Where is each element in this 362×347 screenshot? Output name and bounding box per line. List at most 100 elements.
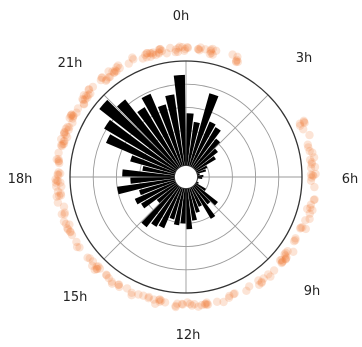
- outer-point: [206, 46, 215, 56]
- outer-point: [51, 175, 60, 184]
- outer-point: [142, 49, 151, 58]
- bar-bin-29: [141, 185, 179, 228]
- outer-point: [173, 299, 182, 308]
- outer-point: [58, 140, 67, 149]
- outer-point: [281, 251, 290, 260]
- outer-point: [64, 125, 73, 135]
- outer-point: [65, 220, 74, 229]
- outer-point: [205, 49, 215, 59]
- outer-point: [304, 143, 313, 152]
- outer-point: [278, 257, 287, 266]
- outer-point: [149, 295, 158, 304]
- bar-bin-16: [195, 182, 206, 191]
- outer-point: [83, 253, 92, 262]
- bar-bin-41: [99, 99, 178, 170]
- outer-point: [300, 118, 309, 128]
- grid-spoke-9h: [193, 184, 269, 260]
- outer-point: [154, 45, 164, 54]
- outer-point: [303, 140, 312, 149]
- outer-point: [65, 123, 74, 132]
- outer-point: [203, 300, 213, 309]
- outer-point: [295, 121, 305, 130]
- bar-bin-38: [130, 155, 176, 174]
- outer-point: [255, 280, 264, 289]
- outer-point: [92, 264, 102, 274]
- outer-point: [105, 72, 115, 82]
- outer-point: [127, 291, 136, 300]
- outer-point: [57, 210, 66, 219]
- outer-point: [281, 255, 290, 264]
- outer-point: [56, 189, 65, 198]
- outer-point: [155, 295, 164, 305]
- outer-point: [54, 157, 63, 166]
- label-21h: 21h: [58, 56, 83, 71]
- bar-bin-31: [141, 182, 177, 209]
- outer-point: [69, 112, 78, 121]
- outer-point: [107, 279, 117, 288]
- outer-point: [194, 302, 203, 311]
- outer-point: [104, 274, 114, 283]
- bar-bin-11: [197, 174, 204, 177]
- outer-point: [309, 195, 319, 205]
- outer-point: [66, 227, 75, 236]
- outer-point: [84, 90, 93, 100]
- label-3h: 3h: [296, 51, 313, 66]
- outer-point: [78, 94, 87, 104]
- bar-bin-18: [193, 185, 211, 205]
- bar-bin-44: [141, 93, 182, 167]
- outer-point: [51, 178, 61, 187]
- label-12h: 12h: [176, 328, 201, 343]
- outer-point: [231, 57, 241, 67]
- outer-point: [95, 264, 105, 273]
- bar-bin-22: [187, 188, 197, 221]
- bar-bin-35: [130, 177, 175, 184]
- bar-bin-1: [187, 121, 200, 166]
- bar-bin-26: [169, 187, 183, 220]
- outer-point: [310, 162, 320, 172]
- outer-point: [65, 113, 74, 123]
- outer-point: [254, 276, 263, 285]
- outer-point: [178, 43, 187, 52]
- outer-point: [113, 61, 123, 70]
- outer-point: [96, 75, 106, 85]
- outer-point: [60, 208, 69, 217]
- bar-bin-23: [186, 188, 193, 230]
- outer-point: [308, 171, 317, 180]
- outer-point: [84, 85, 94, 94]
- label-0h: 0h: [173, 9, 190, 24]
- outer-point: [57, 141, 67, 151]
- bar-bin-28: [151, 186, 181, 227]
- outer-point: [301, 224, 310, 234]
- outer-point: [59, 202, 69, 211]
- bar-bin-8: [196, 165, 208, 173]
- outer-point: [289, 237, 299, 246]
- outer-point: [59, 129, 69, 139]
- bar-bin-43: [137, 107, 181, 168]
- bar-bin-4: [191, 127, 221, 168]
- bar-bin-0: [186, 113, 194, 166]
- outer-point: [183, 43, 192, 52]
- outer-point: [110, 68, 119, 77]
- bar-bin-36: [122, 169, 175, 177]
- outer-point: [52, 176, 61, 185]
- bar-bin-5: [193, 138, 221, 169]
- outer-point: [264, 270, 273, 279]
- outer-point: [259, 274, 268, 283]
- outer-point: [101, 76, 111, 86]
- outer-point: [232, 55, 242, 65]
- bar-bin-19: [191, 186, 216, 219]
- grid-spoke-3h: [193, 94, 269, 170]
- outer-point: [88, 261, 97, 270]
- outer-point: [257, 278, 266, 288]
- bar-bin-45: [157, 104, 183, 167]
- outer-point: [56, 169, 65, 178]
- outer-point: [62, 132, 72, 142]
- outer-point: [282, 253, 291, 262]
- outer-point: [53, 187, 63, 196]
- bar-bin-6: [194, 148, 218, 170]
- outer-point: [280, 250, 289, 259]
- outer-point: [144, 292, 153, 302]
- polar-grid: [70, 61, 302, 293]
- outer-point: [79, 91, 89, 100]
- outer-point: [68, 118, 77, 127]
